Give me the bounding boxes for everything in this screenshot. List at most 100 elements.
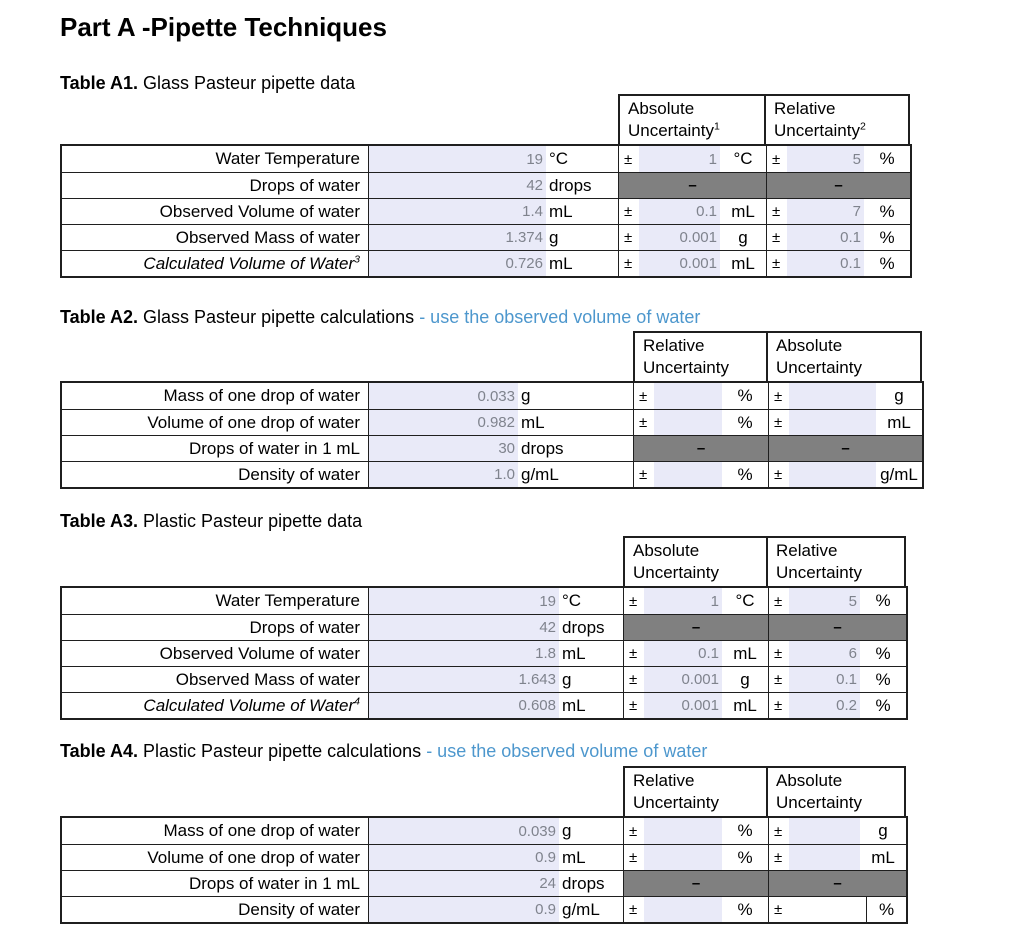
uncertainty-field[interactable]: 0.001: [644, 693, 722, 718]
field-value: 0.726: [505, 255, 543, 272]
value-field[interactable]: 1.643: [369, 667, 559, 692]
field-value: 19: [539, 592, 556, 610]
value-unit: drops: [521, 438, 564, 458]
table-row: Mass of one drop of water 0.039 g ±% ± g: [62, 818, 906, 844]
value-field[interactable]: 24: [369, 871, 559, 896]
uncertainty-field[interactable]: [644, 818, 722, 844]
uncertainty-cell-1: ±%: [623, 845, 768, 870]
field-value: 0.033: [477, 387, 515, 405]
uncertainty-unit: %: [875, 591, 891, 610]
uncertainty-field[interactable]: [789, 845, 860, 870]
uncertainty-header-col2: Relative Uncertainty2: [766, 94, 910, 144]
uncertainty-cell-2: ±0.1%: [766, 251, 910, 276]
value-cell: 1.0 g/mL: [368, 462, 633, 487]
uncertainty-header-row: Absolute Uncertainty Relative Uncertainty: [623, 536, 906, 586]
uncertainty-field[interactable]: 0.001: [639, 251, 720, 276]
uncertainty-cell-2: ±0.2%: [768, 693, 906, 718]
plus-minus-sign: ±: [772, 255, 781, 272]
uncertainty-field[interactable]: [654, 383, 722, 409]
field-value: 1: [710, 592, 719, 610]
value-field[interactable]: 0.033: [369, 383, 518, 409]
uncertainty-cell-2: ±5%: [766, 146, 910, 172]
plus-minus-sign: ±: [639, 387, 648, 405]
value-unit: mL: [562, 643, 586, 663]
field-value: 5: [848, 592, 857, 610]
value-field[interactable]: 19: [369, 146, 546, 172]
field-value: 1.643: [518, 671, 556, 688]
uncertainty-field[interactable]: 0.1: [787, 251, 864, 276]
value-unit: mL: [549, 253, 573, 273]
uncertainty-field[interactable]: [654, 410, 722, 435]
uncertainty-field[interactable]: 0.001: [644, 667, 722, 692]
uncertainty-unit: g: [878, 821, 888, 840]
value-field[interactable]: 0.982: [369, 410, 518, 435]
uncertainty-field[interactable]: [644, 845, 722, 870]
value-field[interactable]: 30: [369, 436, 518, 461]
value-unit: drops: [549, 175, 592, 195]
uncertainty-cell-1: ±%: [633, 383, 768, 409]
uncertainty-field[interactable]: 6: [789, 641, 860, 666]
uncertainty-field[interactable]: 0.1: [789, 667, 860, 692]
uncertainty-field[interactable]: 0.1: [787, 225, 864, 250]
row-label: Drops of water in 1 mL: [188, 438, 360, 458]
table-row: Observed Mass of water 1.374 g ±0.001 g ±0.1%: [62, 224, 910, 250]
value-field[interactable]: 1.374: [369, 225, 546, 250]
empty-space: [789, 897, 866, 922]
plus-minus-sign: ±: [629, 822, 638, 840]
uncertainty-field[interactable]: [789, 462, 876, 487]
uncertainty-field[interactable]: [654, 462, 722, 487]
uncertainty-field[interactable]: [789, 383, 876, 409]
table-title-label: Table A3.: [60, 511, 139, 531]
value-unit: g: [562, 669, 572, 689]
table-title-note: - use the observed volume of water: [419, 307, 701, 327]
footnote-marker: 2: [859, 120, 866, 133]
uncertainty-unit: %: [875, 669, 891, 689]
table-row: Volume of one drop of water 0.9 mL ±% ± mL: [62, 844, 906, 870]
value-unit: drops: [562, 873, 605, 893]
value-cell: 0.608 mL: [368, 693, 623, 718]
uncertainty-cell-1: ±%: [623, 818, 768, 844]
uncertainty-field[interactable]: 1: [644, 588, 722, 614]
uncertainty-field[interactable]: 0.2: [789, 693, 860, 718]
uncertainty-unit: %: [875, 643, 891, 663]
value-field[interactable]: 0.9: [369, 845, 559, 870]
plus-minus-sign: ±: [774, 822, 783, 840]
plus-minus-sign: ±: [774, 387, 783, 405]
not-applicable-cell: –: [768, 615, 906, 640]
plus-minus-sign: ±: [629, 671, 638, 688]
table-a3-section: Table A3. Plastic Pasteur pipette data A…: [60, 511, 908, 721]
uncertainty-unit: %: [879, 201, 895, 221]
value-field[interactable]: 19: [369, 588, 559, 614]
uncertainty-cell-1: ±%: [633, 410, 768, 435]
plus-minus-sign: ±: [774, 414, 783, 431]
uncertainty-field[interactable]: 1: [639, 146, 720, 172]
uncertainty-field[interactable]: [789, 410, 876, 435]
value-field[interactable]: 42: [369, 173, 546, 198]
value-field[interactable]: 0.608: [369, 693, 559, 718]
uncertainty-field[interactable]: 0.001: [639, 225, 720, 250]
uncertainty-cell-1: ±0.001 mL: [618, 251, 766, 276]
value-field[interactable]: 1.8: [369, 641, 559, 666]
uncertainty-field[interactable]: 0.1: [644, 641, 722, 666]
field-value: 0.1: [696, 203, 717, 220]
footnote-marker: 3: [354, 252, 360, 265]
value-cell: 0.726 mL: [368, 251, 618, 276]
uncertainty-field[interactable]: [789, 818, 860, 844]
row-label: Water Temperature: [215, 591, 360, 610]
value-field[interactable]: 42: [369, 615, 559, 640]
uncertainty-field[interactable]: 5: [787, 146, 864, 172]
uncertainty-unit: %: [737, 821, 753, 840]
dash-mark: –: [696, 440, 706, 457]
uncertainty-field[interactable]: 7: [787, 199, 864, 224]
value-field[interactable]: 0.726: [369, 251, 546, 276]
value-cell: 0.9 g/mL: [368, 897, 623, 922]
value-field[interactable]: 0.039: [369, 818, 559, 844]
uncertainty-field[interactable]: 0.1: [639, 199, 720, 224]
value-field[interactable]: 0.9: [369, 897, 559, 922]
value-field[interactable]: 1.4: [369, 199, 546, 224]
value-field[interactable]: 1.0: [369, 462, 518, 487]
uncertainty-field[interactable]: 5: [789, 588, 860, 614]
uncertainty-field[interactable]: [644, 897, 722, 922]
row-label: Observed Mass of water: [175, 669, 360, 689]
